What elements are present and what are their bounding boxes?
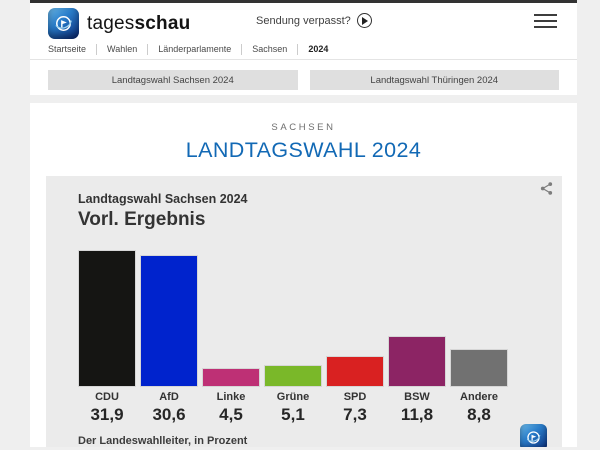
brand[interactable]: tagesschau	[48, 8, 190, 39]
election-tabs: Landtagswahl Sachsen 2024 Landtagswahl T…	[30, 60, 577, 90]
chart-column-cdu: CDU 31,9	[78, 244, 136, 425]
party-value: 5,1	[281, 405, 305, 424]
party-value: 11,8	[400, 405, 434, 424]
bar-area	[78, 244, 136, 387]
share-icon[interactable]	[539, 181, 554, 196]
region-kicker: SACHSEN	[271, 122, 336, 133]
breadcrumb-item-wahlen[interactable]: Wahlen	[97, 44, 149, 55]
bar-bsw	[388, 336, 446, 387]
play-icon	[356, 13, 372, 28]
breadcrumb: Startseite Wahlen Länderparlamente Sachs…	[30, 40, 577, 60]
party-value: 31,9	[90, 405, 124, 424]
chart-column-bsw: BSW 11,8	[388, 244, 446, 425]
breadcrumb-item-sachsen[interactable]: Sachsen	[242, 44, 299, 55]
party-label: SPD	[343, 391, 367, 403]
sendung-verpasst-link[interactable]: Sendung verpasst?	[256, 13, 372, 28]
result-chart-card: Landtagswahl Sachsen 2024 Vorl. Ergebnis…	[46, 176, 562, 447]
page-title: LANDTAGSWAHL 2024	[185, 138, 422, 162]
party-value: 8,8	[467, 405, 491, 424]
bar-area	[388, 244, 446, 387]
sendung-verpasst-label: Sendung verpasst?	[256, 14, 351, 27]
chart-column-andere: Andere 8,8	[450, 244, 508, 425]
breadcrumb-item-2024[interactable]: 2024	[308, 44, 329, 54]
party-label: Grüne	[276, 391, 310, 403]
bar-area	[450, 244, 508, 387]
party-label: AfD	[159, 391, 179, 403]
chart-source: Der Landeswahlleiter, in Prozent	[78, 435, 248, 447]
brand-wordmark: tagesschau	[87, 12, 191, 34]
hamburger-menu-icon[interactable]	[534, 14, 557, 28]
party-label: Linke	[216, 391, 246, 403]
chart-subtitle: Landtagswahl Sachsen 2024	[78, 192, 248, 206]
bar-grüne	[264, 365, 322, 387]
chart-column-spd: SPD 7,3	[326, 244, 384, 425]
bar-linke	[202, 368, 260, 387]
chart-heading: Vorl. Ergebnis	[78, 209, 206, 230]
bar-cdu	[78, 250, 136, 387]
breadcrumb-item-laenderparlamente[interactable]: Länderparlamente	[148, 44, 243, 55]
bar-afd	[140, 255, 198, 387]
bar-area	[140, 244, 198, 387]
bar-area	[326, 244, 384, 387]
page-column: tagesschau Sendung verpasst? Startseite …	[30, 0, 577, 447]
party-label: BSW	[404, 391, 430, 403]
party-label: Andere	[460, 391, 498, 403]
site-header: tagesschau Sendung verpasst? Startseite …	[30, 0, 577, 95]
bar-andere	[450, 349, 508, 387]
chart-column-afd: AfD 30,6	[140, 244, 198, 425]
chart-column-grüne: Grüne 5,1	[264, 244, 322, 425]
main-content: SACHSEN LANDTAGSWAHL 2024 Landtagswahl S…	[30, 103, 577, 447]
party-label: CDU	[95, 391, 119, 403]
bar-area	[264, 244, 322, 387]
bar-area	[202, 244, 260, 387]
header-top-row: tagesschau Sendung verpasst?	[30, 3, 577, 40]
breadcrumb-item-startseite[interactable]: Startseite	[48, 44, 98, 55]
party-value: 4,5	[219, 405, 243, 424]
tab-landtagswahl-thueringen[interactable]: Landtagswahl Thüringen 2024	[309, 70, 559, 90]
bar-spd	[326, 356, 384, 387]
tagesschau-globe-icon	[48, 8, 79, 39]
tagesschau-watermark-icon	[520, 424, 547, 447]
chart-column-linke: Linke 4,5	[202, 244, 260, 425]
bar-chart: CDU 31,9 AfD 30,6 Linke 4,5 Grüne 5,1 SPD 7,3 BSW 1…	[78, 244, 508, 425]
party-value: 30,6	[152, 405, 186, 424]
party-value: 7,3	[343, 405, 367, 424]
tab-landtagswahl-sachsen[interactable]: Landtagswahl Sachsen 2024	[48, 70, 298, 90]
